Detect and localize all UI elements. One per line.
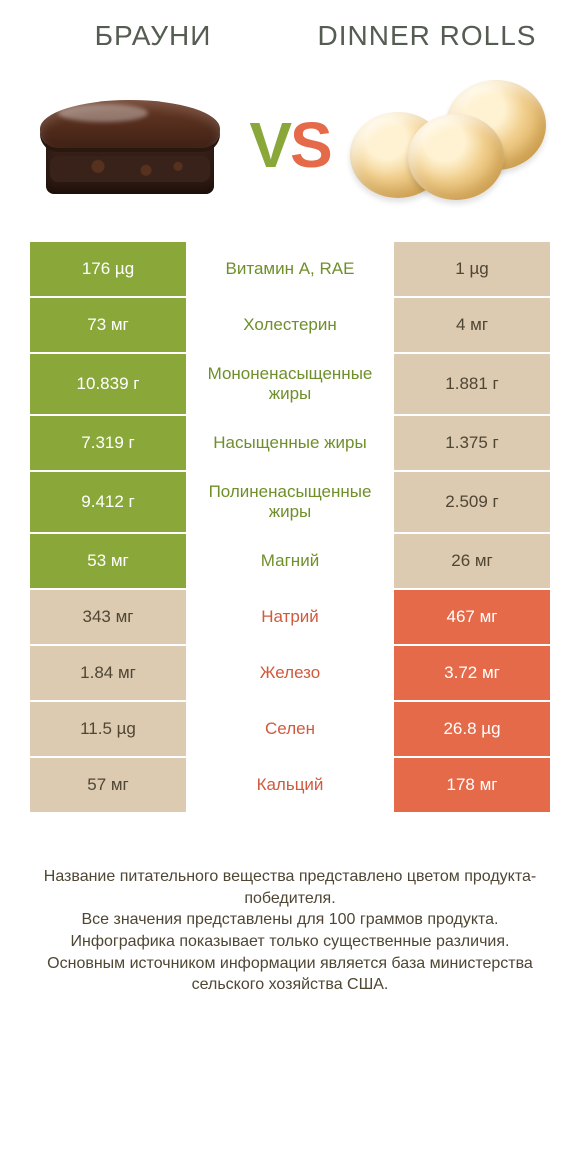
nutrient-label-cell: Магний (186, 534, 394, 588)
right-value-cell: 467 мг (394, 590, 550, 644)
right-value-cell: 1.881 г (394, 354, 550, 414)
footer-line: Основным источником информации является … (28, 953, 552, 996)
footer-line: Все значения представлены для 100 граммо… (28, 909, 552, 931)
table-row: 343 мгНатрий467 мг (30, 588, 550, 644)
table-row: 57 мгКальций178 мг (30, 756, 550, 812)
left-value-cell: 343 мг (30, 590, 186, 644)
nutrient-label-cell: Полиненасыщенные жиры (186, 472, 394, 532)
nutrient-label-cell: Железо (186, 646, 394, 700)
nutrient-label-cell: Селен (186, 702, 394, 756)
footer-line: Инфографика показывает только существенн… (28, 931, 552, 953)
table-row: 10.839 гМононенасыщенные жиры1.881 г (30, 352, 550, 414)
table-row: 73 мгХолестерин4 мг (30, 296, 550, 352)
right-value-cell: 2.509 г (394, 472, 550, 532)
right-value-cell: 26 мг (394, 534, 550, 588)
right-value-cell: 1 µg (394, 242, 550, 296)
left-product-title: БРАУНИ (16, 20, 290, 52)
vs-badge: VS (249, 108, 330, 182)
left-value-cell: 57 мг (30, 758, 186, 812)
right-product-image (343, 70, 556, 220)
nutrient-label-cell: Холестерин (186, 298, 394, 352)
left-value-cell: 53 мг (30, 534, 186, 588)
right-value-cell: 178 мг (394, 758, 550, 812)
left-value-cell: 11.5 µg (30, 702, 186, 756)
nutrient-label-cell: Кальций (186, 758, 394, 812)
table-row: 176 µgВитамин A, RAE1 µg (30, 242, 550, 296)
table-row: 9.412 гПолиненасыщенные жиры2.509 г (30, 470, 550, 532)
brownie-icon (40, 90, 220, 200)
nutrient-label-cell: Витамин A, RAE (186, 242, 394, 296)
vs-letter-v: V (249, 109, 290, 181)
nutrient-label-cell: Натрий (186, 590, 394, 644)
right-product-title: DINNER ROLLS (290, 20, 564, 52)
table-row: 1.84 мгЖелезо3.72 мг (30, 644, 550, 700)
infographic-page: БРАУНИ DINNER ROLLS VS 176 µgВитамин A, … (0, 0, 580, 1026)
left-value-cell: 176 µg (30, 242, 186, 296)
vs-letter-s: S (290, 109, 331, 181)
dinner-rolls-icon (350, 80, 550, 210)
comparison-table: 176 µgВитамин A, RAE1 µg73 мгХолестерин4… (30, 242, 550, 812)
nutrient-label-cell: Насыщенные жиры (186, 416, 394, 470)
right-value-cell: 1.375 г (394, 416, 550, 470)
table-row: 11.5 µgСелен26.8 µg (30, 700, 550, 756)
left-value-cell: 1.84 мг (30, 646, 186, 700)
hero-row: VS (16, 70, 564, 220)
left-product-image (24, 70, 237, 220)
titles-row: БРАУНИ DINNER ROLLS (16, 20, 564, 52)
left-value-cell: 10.839 г (30, 354, 186, 414)
left-value-cell: 9.412 г (30, 472, 186, 532)
right-value-cell: 26.8 µg (394, 702, 550, 756)
left-value-cell: 7.319 г (30, 416, 186, 470)
footer-notes: Название питательного вещества представл… (16, 866, 564, 996)
left-value-cell: 73 мг (30, 298, 186, 352)
right-value-cell: 3.72 мг (394, 646, 550, 700)
table-row: 7.319 гНасыщенные жиры1.375 г (30, 414, 550, 470)
footer-line: Название питательного вещества представл… (28, 866, 552, 909)
nutrient-label-cell: Мононенасыщенные жиры (186, 354, 394, 414)
table-row: 53 мгМагний26 мг (30, 532, 550, 588)
right-value-cell: 4 мг (394, 298, 550, 352)
